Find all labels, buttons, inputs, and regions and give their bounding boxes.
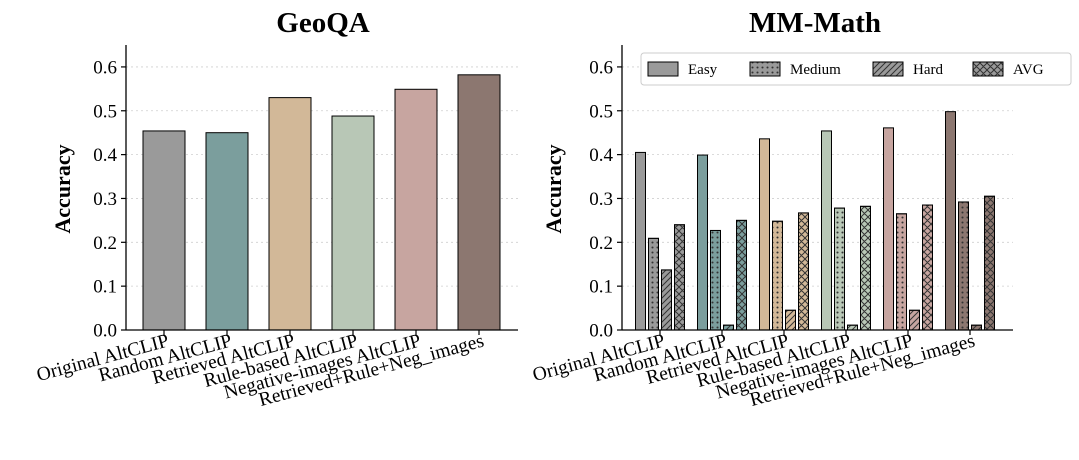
mmmath-bar-pattern-retrieved-altclip-hard [785, 309, 796, 331]
mmmath-bar-pattern-random-altclip-medium [710, 229, 721, 331]
mmmath-y-axis-label: Accuracy [541, 144, 566, 233]
mmmath-y-tick-label: 0.6 [589, 57, 613, 78]
mmmath-bars [635, 111, 995, 331]
geoqa-bar-negative-images-altclip [394, 88, 438, 331]
mmmath-bar-random-altclip-easy [697, 154, 708, 331]
legend-swatch-pattern-hard [872, 61, 904, 77]
legend-frame [640, 52, 1072, 86]
mmmath-bar-pattern-negative-images-altclip-hard [909, 309, 920, 331]
geoqa-gridlines [126, 66, 518, 287]
mmmath-bar-pattern-retrieved-rule-neg-images-medium [958, 201, 969, 331]
mmmath-y-tick-label: 0.0 [589, 321, 613, 342]
geoqa-y-ticks: 0.0 0.1 0.2 0.3 0.4 0.5 0.6 [93, 57, 126, 342]
mmmath-bar-pattern-negative-images-altclip-medium [896, 213, 907, 331]
mmmath-bar-pattern-rule-based-altclip-hard [847, 324, 858, 331]
mmmath-bar-pattern-original-altclip-hard [661, 269, 672, 331]
mmmath-bar-pattern-retrieved-rule-neg-images-avg [984, 195, 995, 331]
geoqa-chart: GeoQA Accuracy 0.0 0.1 0.2 0.3 0.4 0.5 0.6 Ori… [35, 7, 518, 411]
legend-swatch-pattern-avg [972, 61, 1004, 77]
legend-swatch-easy [647, 61, 679, 77]
mmmath-bar-retrieved-rule-neg-images-easy [945, 111, 956, 331]
mmmath-bar-pattern-random-altclip-avg [736, 219, 747, 331]
mmmath-bar-pattern-rule-based-altclip-avg [860, 205, 871, 331]
geoqa-y-tick-label: 0.0 [93, 321, 117, 342]
mmmath-bar-pattern-random-altclip-hard [723, 324, 734, 331]
mmmath-y-tick-label: 0.5 [589, 101, 613, 122]
geoqa-bar-retrieved-altclip [268, 97, 312, 331]
geoqa-y-tick-label: 0.2 [93, 233, 117, 254]
mmmath-bar-retrieved-altclip-easy [759, 138, 770, 331]
geoqa-bars [142, 74, 501, 331]
mmmath-bar-pattern-retrieved-altclip-medium [772, 220, 783, 331]
legend-label-easy: Easy [688, 62, 718, 78]
mmmath-bar-pattern-negative-images-altclip-avg [922, 204, 933, 331]
mmmath-bar-pattern-original-altclip-avg [674, 224, 685, 331]
mmmath-y-tick-label: 0.4 [589, 145, 613, 166]
geoqa-y-tick-label: 0.1 [93, 277, 117, 298]
mmmath-y-tick-label: 0.1 [589, 277, 613, 298]
mmmath-y-ticks: 0.0 0.1 0.2 0.3 0.4 0.5 0.6 [589, 57, 622, 342]
geoqa-bar-retrieved-rule-neg-images [457, 74, 501, 331]
mmmath-title: MM-Math [749, 7, 881, 39]
mmmath-legend: Easy Medium Hard AVG [640, 52, 1072, 86]
geoqa-y-axis-label: Accuracy [50, 144, 75, 233]
geoqa-y-tick-label: 0.6 [93, 57, 117, 78]
geoqa-bar-random-altclip [205, 132, 249, 331]
geoqa-y-tick-label: 0.3 [93, 189, 117, 210]
legend-label-avg: AVG [1013, 62, 1044, 78]
mmmath-bar-negative-images-altclip-easy [883, 127, 894, 331]
geoqa-bar-original-altclip [142, 130, 186, 331]
mmmath-bar-pattern-retrieved-altclip-avg [798, 212, 809, 331]
mmmath-bar-rule-based-altclip-easy [821, 130, 832, 331]
legend-label-medium: Medium [790, 62, 841, 78]
mmmath-chart: MM-Math Accuracy 0.0 0.1 0.2 0.3 0.4 0.5 0.6 O… [531, 7, 1072, 411]
mmmath-y-tick-label: 0.3 [589, 189, 613, 210]
geoqa-title: GeoQA [276, 7, 369, 39]
geoqa-y-tick-label: 0.4 [93, 145, 117, 166]
mmmath-bar-original-altclip-easy [635, 151, 646, 331]
legend-label-hard: Hard [913, 62, 943, 78]
mmmath-bar-pattern-retrieved-rule-neg-images-hard [971, 324, 982, 331]
mmmath-y-tick-label: 0.2 [589, 233, 613, 254]
legend-swatch-pattern-medium [749, 61, 781, 77]
geoqa-y-tick-label: 0.5 [93, 101, 117, 122]
geoqa-bar-rule-based-altclip [331, 115, 375, 331]
mmmath-bar-pattern-original-altclip-medium [648, 237, 659, 331]
mmmath-bar-pattern-rule-based-altclip-medium [834, 207, 845, 331]
